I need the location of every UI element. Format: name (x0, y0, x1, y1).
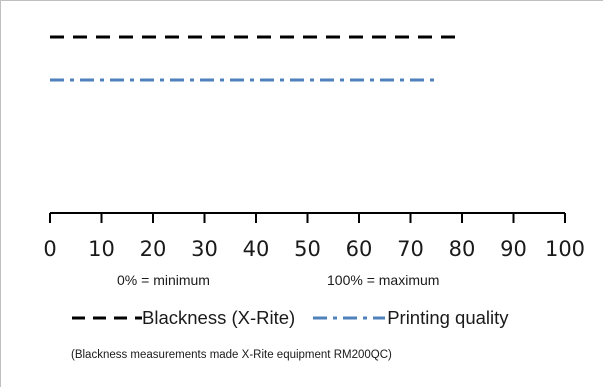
x-tick-label-9: 90 (500, 237, 527, 261)
x-tick-label-2: 20 (140, 237, 167, 261)
legend-swatch-quality (313, 316, 386, 320)
legend-label-blackness: Blackness (X-Rite) (142, 307, 296, 328)
footnote: (Blackness measurements made X-Rite equi… (71, 349, 392, 361)
max-note: 100% = maximum (327, 272, 440, 288)
legend-swatch-blackness (72, 316, 142, 320)
x-tick-label-8: 80 (449, 237, 476, 261)
x-tick-label-1: 10 (88, 237, 115, 261)
legend: Blackness (X-Rite) Printing quality (68, 307, 509, 329)
x-tick-label-6: 60 (346, 237, 373, 261)
x-tick-label-4: 40 (243, 237, 270, 261)
series-layer (50, 35, 462, 82)
x-axis: 0 10 20 30 40 50 60 70 80 90 100 (43, 212, 585, 261)
x-tick-label-0: 0 (43, 237, 56, 261)
min-note: 0% = minimum (117, 272, 210, 288)
x-tick-label-7: 70 (397, 237, 424, 261)
x-tick-label-10: 100 (545, 237, 585, 261)
x-tick-label-5: 50 (294, 237, 321, 261)
x-tick-label-3: 30 (191, 237, 218, 261)
legend-label-quality: Printing quality (387, 307, 509, 328)
